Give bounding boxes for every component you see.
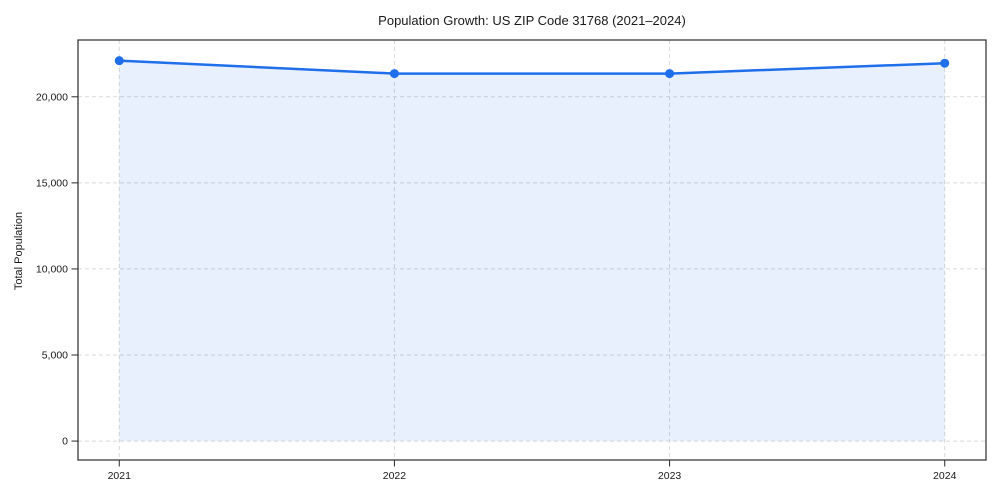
- y-axis-label: Total Population: [13, 212, 25, 290]
- x-tick-label-2024: 2024: [933, 470, 957, 482]
- grid-layer: [78, 40, 986, 460]
- y-tick-label-0: 0: [62, 436, 68, 448]
- x-tick-label-2023: 2023: [658, 470, 682, 482]
- y-tick-label-15,000: 15,000: [36, 177, 68, 189]
- chart-title: Population Growth: US ZIP Code 31768 (20…: [378, 13, 686, 28]
- data-point-2022: [389, 69, 399, 79]
- y-tick-label-10,000: 10,000: [36, 263, 68, 275]
- series-layer: [114, 56, 950, 442]
- y-tick-label-5,000: 5,000: [42, 350, 68, 362]
- area-fill: [119, 60, 945, 442]
- plot-border: [77, 39, 987, 461]
- x-tick-label-2021: 2021: [108, 470, 132, 482]
- x-tick-label-2022: 2022: [383, 470, 407, 482]
- data-point-2024: [940, 58, 950, 68]
- data-point-2023: [665, 69, 675, 79]
- data-point-2021: [114, 56, 124, 66]
- y-tick-label-20,000: 20,000: [36, 91, 68, 103]
- trend-line: [118, 59, 946, 75]
- axis-layer: 2021 2022 2023 2024 0 5,000 10,000 15,000 20,000: [36, 91, 957, 482]
